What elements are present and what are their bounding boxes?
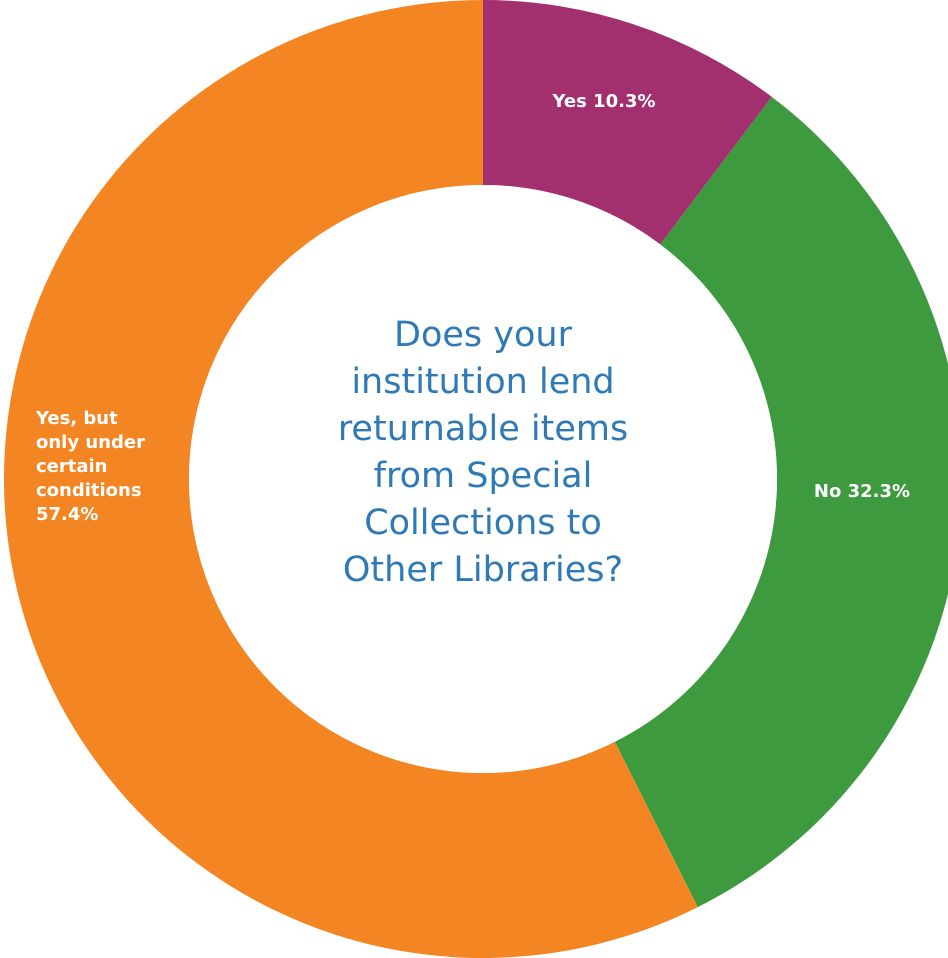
chart-title-line: returnable items	[338, 409, 628, 449]
slice-yes-but-only-under-certain-conditions	[4, 0, 698, 958]
slice-label-line: 57.4%	[36, 504, 98, 525]
slice-no	[614, 96, 948, 908]
chart-title-line: Does your	[394, 315, 573, 355]
chart-title-line: institution lend	[351, 362, 614, 402]
slice-label-line: conditions	[36, 480, 142, 501]
slice-label-line: Yes 10.3%	[551, 91, 655, 112]
slice-labels: Yes 10.3% No 32.3% Yes, but only under certa…	[35, 91, 910, 525]
slice-label-line: No 32.3%	[814, 481, 910, 502]
slice-label: No 32.3%	[814, 481, 910, 502]
donut-slices	[4, 0, 948, 958]
chart-title-line: from Special	[374, 456, 593, 496]
slice-label: Yes, but only under certain conditions 57.4%	[35, 408, 145, 525]
chart-title-line: Other Libraries?	[343, 550, 623, 590]
chart-title-line: Collections to	[364, 503, 602, 543]
slice-label: Yes 10.3%	[551, 91, 655, 112]
donut-center-hole	[189, 185, 777, 773]
slice-yes	[483, 0, 772, 245]
slice-label-line: Yes, but	[35, 408, 118, 429]
chart-title: Does your institution lend returnable item…	[338, 315, 628, 590]
slice-label-line: only under	[36, 432, 145, 453]
slice-label-line: certain	[36, 456, 108, 477]
